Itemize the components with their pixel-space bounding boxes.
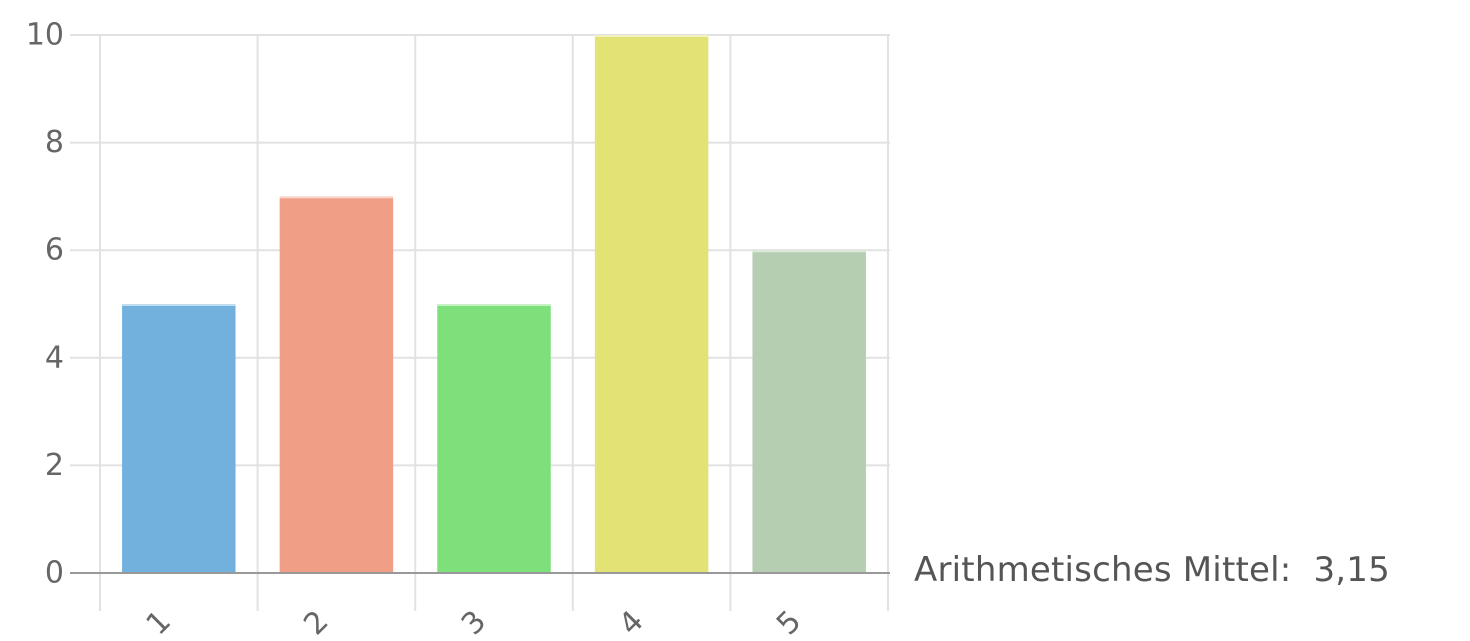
y-tick-label: 6 [45, 233, 64, 268]
x-tick-label: 2 [297, 604, 335, 641]
bar-5 [752, 250, 866, 573]
bar-1 [122, 304, 236, 573]
y-tick-labels: 0 2 4 6 8 10 [26, 18, 64, 591]
mean-value: 3,15 [1313, 550, 1390, 590]
x-tick-label: 1 [140, 604, 178, 641]
y-tick-label: 8 [45, 125, 64, 160]
x-tick-label: 5 [770, 604, 808, 641]
y-tick-label: 2 [45, 448, 64, 483]
mean-summary: Arithmetisches Mittel: 3,15 [914, 550, 1390, 590]
x-tick-label: 4 [612, 604, 650, 641]
x-tick-label: 3 [455, 604, 493, 641]
bar-4 [594, 35, 709, 573]
bar-layer [122, 35, 866, 573]
y-tick-label: 0 [45, 556, 64, 591]
bar-3 [437, 304, 551, 573]
y-tick-label: 10 [26, 18, 64, 53]
bar-2 [279, 196, 394, 573]
mean-label: Arithmetisches Mittel: [914, 550, 1292, 590]
y-tick-label: 4 [45, 340, 64, 375]
x-tick-labels: 1 2 3 4 5 [140, 604, 809, 641]
